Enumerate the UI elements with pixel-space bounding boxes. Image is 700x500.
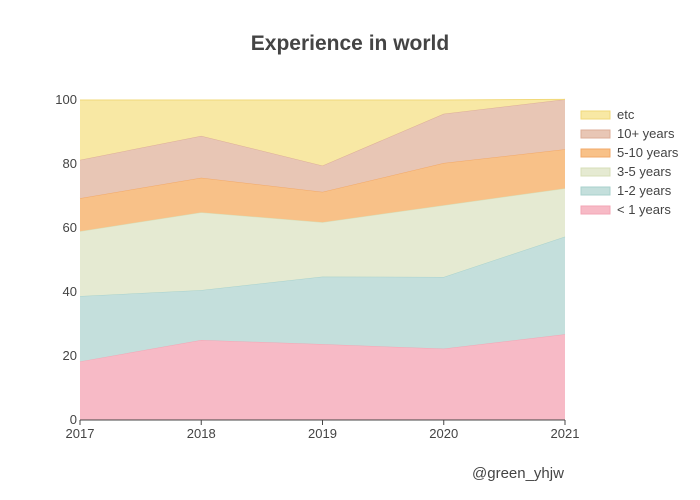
area-1-2-years (80, 236, 565, 362)
area-series-group (79, 98, 566, 420)
legend-swatch (580, 148, 611, 158)
y-tick-label: 60 (63, 220, 77, 235)
axes: 2017 2018 2019 2020 2021 0 20 40 60 80 100 (55, 92, 579, 441)
x-tick-label: 2020 (429, 426, 458, 441)
legend-label: 1-2 years (617, 183, 672, 198)
y-tick-label: 20 (63, 348, 77, 363)
legend-item[interactable]: < 1 years (580, 202, 671, 217)
y-tick-label: 40 (63, 284, 77, 299)
legend-label: 10+ years (617, 126, 675, 141)
legend[interactable]: etc 10+ years 5-10 years 3-5 years 1-2 years… (580, 107, 679, 217)
legend-swatch (580, 205, 611, 215)
y-tick-label: 80 (63, 156, 77, 171)
legend-item[interactable]: 5-10 years (580, 145, 679, 160)
area-1-years (80, 334, 565, 420)
area-3-5-years (80, 188, 565, 297)
legend-item[interactable]: 1-2 years (580, 183, 672, 198)
legend-item[interactable]: 3-5 years (580, 164, 672, 179)
legend-swatch (580, 110, 611, 120)
y-tick-label: 100 (55, 92, 77, 107)
legend-label: < 1 years (617, 202, 671, 217)
area-line-5 (80, 98, 566, 101)
legend-label: 5-10 years (617, 145, 679, 160)
area-5-10-years (80, 149, 565, 232)
area-etc (80, 99, 565, 166)
x-tick-label: 2021 (551, 426, 580, 441)
legend-swatch (580, 186, 611, 196)
x-tick-label: 2017 (66, 426, 95, 441)
legend-swatch (580, 167, 611, 177)
legend-swatch (580, 129, 611, 139)
x-tick-label: 2018 (187, 426, 216, 441)
credit-text: @green_yhjw (472, 465, 564, 482)
area-10-years (80, 99, 565, 199)
legend-label: etc (617, 107, 635, 122)
legend-item[interactable]: 10+ years (580, 126, 675, 141)
legend-item[interactable]: etc (580, 107, 635, 122)
y-tick-label: 0 (70, 412, 77, 427)
chart-title: Experience in world (251, 32, 449, 55)
x-tick-label: 2019 (308, 426, 337, 441)
legend-label: 3-5 years (617, 164, 672, 179)
